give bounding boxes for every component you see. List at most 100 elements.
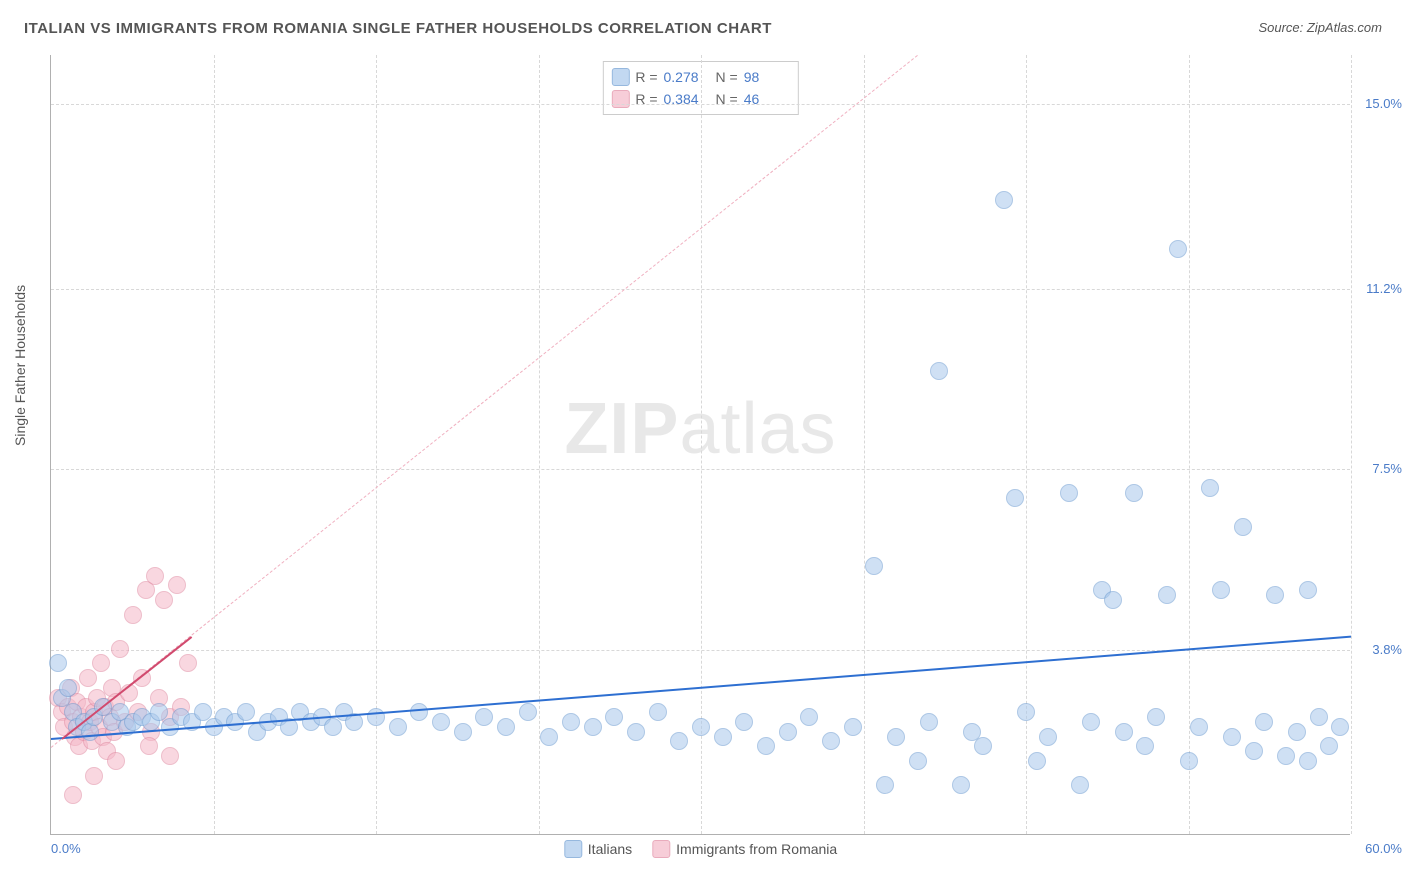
data-point <box>1125 484 1143 502</box>
data-point <box>1245 742 1263 760</box>
data-point <box>454 723 472 741</box>
data-point <box>1169 240 1187 258</box>
data-point <box>324 718 342 736</box>
data-point <box>475 708 493 726</box>
data-point <box>1299 752 1317 770</box>
data-point <box>59 679 77 697</box>
data-point <box>1060 484 1078 502</box>
data-point <box>1017 703 1035 721</box>
data-point <box>887 728 905 746</box>
legend-r-value: 0.278 <box>664 69 710 85</box>
data-point <box>1071 776 1089 794</box>
data-point <box>161 747 179 765</box>
data-point <box>540 728 558 746</box>
data-point <box>1082 713 1100 731</box>
y-axis-title: Single Father Households <box>12 285 28 446</box>
legend-series-name: Italians <box>588 841 632 857</box>
legend-swatch <box>611 90 629 108</box>
data-point <box>714 728 732 746</box>
scatter-plot: ZIPatlas R =0.278N =98R =0.384N =46 Ital… <box>50 55 1350 835</box>
data-point <box>410 703 428 721</box>
data-point <box>909 752 927 770</box>
data-point <box>562 713 580 731</box>
data-point <box>49 654 67 672</box>
data-point <box>237 703 255 721</box>
data-point <box>1277 747 1295 765</box>
data-point <box>1320 737 1338 755</box>
data-point <box>1201 479 1219 497</box>
data-point <box>974 737 992 755</box>
data-point <box>92 654 110 672</box>
legend-swatch <box>611 68 629 86</box>
data-point <box>367 708 385 726</box>
data-point <box>1234 518 1252 536</box>
data-point <box>1104 591 1122 609</box>
chart-title: ITALIAN VS IMMIGRANTS FROM ROMANIA SINGL… <box>24 20 772 37</box>
data-point <box>1212 581 1230 599</box>
data-point <box>920 713 938 731</box>
data-point <box>1331 718 1349 736</box>
data-point <box>389 718 407 736</box>
watermark-bold: ZIP <box>564 389 679 469</box>
data-point <box>876 776 894 794</box>
series-legend: Italians Immigrants from Romania <box>564 840 837 858</box>
data-point <box>692 718 710 736</box>
data-point <box>140 737 158 755</box>
data-point <box>179 654 197 672</box>
y-tick-label: 15.0% <box>1365 96 1402 111</box>
data-point <box>1039 728 1057 746</box>
data-point <box>1190 718 1208 736</box>
grid-line-vertical <box>1351 55 1352 834</box>
data-point <box>1180 752 1198 770</box>
data-point <box>111 640 129 658</box>
data-point <box>155 591 173 609</box>
data-point <box>432 713 450 731</box>
data-point <box>1288 723 1306 741</box>
data-point <box>627 723 645 741</box>
data-point <box>584 718 602 736</box>
y-tick-label: 7.5% <box>1372 461 1402 476</box>
data-point <box>1147 708 1165 726</box>
grid-line-vertical <box>864 55 865 834</box>
data-point <box>1136 737 1154 755</box>
x-tick-label: 60.0% <box>1365 841 1402 856</box>
data-point <box>124 606 142 624</box>
data-point <box>800 708 818 726</box>
legend-swatch <box>564 840 582 858</box>
data-point <box>79 669 97 687</box>
data-point <box>146 567 164 585</box>
data-point <box>1299 581 1317 599</box>
data-point <box>822 732 840 750</box>
data-point <box>497 718 515 736</box>
legend-item: Immigrants from Romania <box>652 840 837 858</box>
source-link[interactable]: ZipAtlas.com <box>1307 20 1382 35</box>
data-point <box>107 752 125 770</box>
data-point <box>865 557 883 575</box>
data-point <box>85 767 103 785</box>
data-point <box>930 362 948 380</box>
data-point <box>1223 728 1241 746</box>
data-point <box>670 732 688 750</box>
legend-n-value: 98 <box>744 69 790 85</box>
source-attribution: Source: ZipAtlas.com <box>1258 20 1382 35</box>
y-tick-label: 11.2% <box>1366 281 1402 296</box>
source-prefix: Source: <box>1258 20 1306 35</box>
legend-swatch <box>652 840 670 858</box>
data-point <box>649 703 667 721</box>
data-point <box>1310 708 1328 726</box>
data-point <box>844 718 862 736</box>
grid-line-vertical <box>1189 55 1190 834</box>
data-point <box>779 723 797 741</box>
data-point <box>519 703 537 721</box>
x-tick-label: 0.0% <box>51 841 81 856</box>
data-point <box>1115 723 1133 741</box>
grid-line-vertical <box>539 55 540 834</box>
legend-r-label: R = <box>635 69 657 85</box>
data-point <box>605 708 623 726</box>
data-point <box>1006 489 1024 507</box>
data-point <box>1266 586 1284 604</box>
data-point <box>1158 586 1176 604</box>
data-point <box>1028 752 1046 770</box>
data-point <box>168 576 186 594</box>
legend-item: Italians <box>564 840 632 858</box>
